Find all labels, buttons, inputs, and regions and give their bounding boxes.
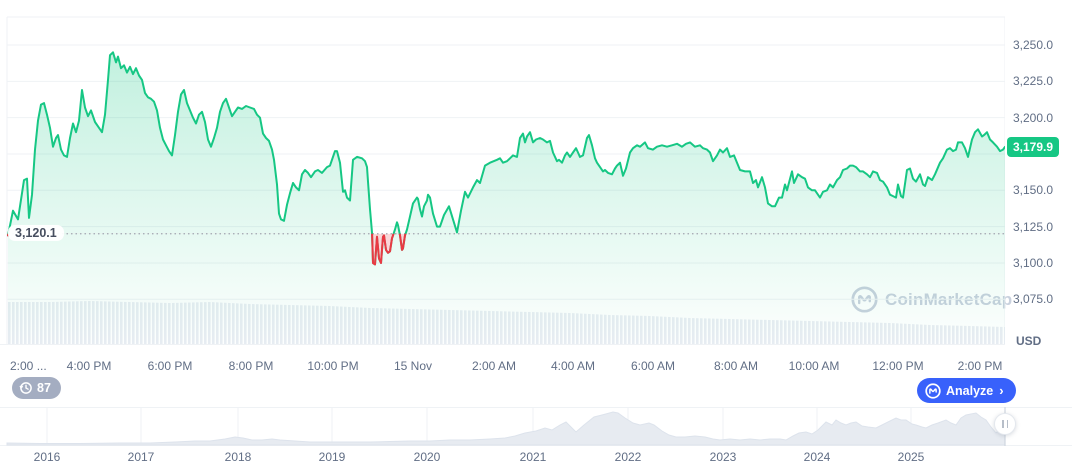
- reference-price-label: 3,120.1: [8, 224, 64, 241]
- x-axis-tick: 2:00 AM: [471, 359, 517, 373]
- x-axis-tick: 8:00 PM: [228, 359, 274, 373]
- y-axis-unit-label: USD: [1016, 334, 1042, 348]
- x-axis-tick: 4:00 AM: [550, 359, 596, 373]
- history-count-badge[interactable]: 87: [12, 377, 61, 399]
- y-axis-tick: 3,200.0: [1013, 110, 1054, 125]
- main-price-chart[interactable]: [0, 0, 1005, 345]
- navigator-year-label[interactable]: 2016: [33, 450, 61, 464]
- x-axis-tick: 2:00 PM: [957, 359, 1003, 373]
- x-axis-tick: 8:00 AM: [713, 359, 759, 373]
- chevron-right-icon: ›: [999, 383, 1004, 398]
- navigator-year-label[interactable]: 2025: [897, 450, 925, 464]
- y-axis-tick: 3,225.0: [1013, 74, 1054, 89]
- x-axis-tick: 10:00 AM: [788, 359, 840, 373]
- y-axis-tick: 3,125.0: [1013, 219, 1054, 234]
- navigator-year-label[interactable]: 2017: [127, 450, 155, 464]
- x-axis-tick: 4:00 PM: [66, 359, 112, 373]
- navigator-year-label[interactable]: 2018: [224, 450, 252, 464]
- analyze-button[interactable]: Analyze ›: [917, 378, 1016, 403]
- x-axis-tick: 6:00 AM: [630, 359, 676, 373]
- x-axis-tick: 10:00 PM: [307, 359, 359, 373]
- coinmarketcap-logo-icon: [925, 382, 941, 399]
- navigator-year-label[interactable]: 2020: [413, 450, 441, 464]
- analyze-label: Analyze: [946, 383, 994, 398]
- x-axis-tick: 15 Nov: [393, 359, 433, 373]
- x-axis-tick: 12:00 PM: [872, 359, 924, 373]
- navigator-year-label[interactable]: 2021: [519, 450, 547, 464]
- y-axis-tick: 3,100.0: [1013, 255, 1054, 270]
- history-clock-icon: [19, 382, 32, 394]
- navigator-year-label[interactable]: 2019: [318, 450, 346, 464]
- history-count: 87: [37, 381, 51, 395]
- navigator-year-label[interactable]: 2022: [614, 450, 642, 464]
- y-axis-tick: 3,150.0: [1013, 183, 1054, 198]
- y-axis-tick: 3,250.0: [1013, 38, 1054, 52]
- x-axis-tick: 6:00 PM: [147, 359, 193, 373]
- navigator-drag-handle[interactable]: [994, 413, 1016, 435]
- y-axis-tick: 3,075.0: [1013, 292, 1054, 307]
- navigator-year-label[interactable]: 2024: [803, 450, 831, 464]
- x-axis-tick: 2:00 ...: [10, 359, 47, 373]
- current-price-badge: 3,179.9: [1007, 136, 1059, 157]
- range-navigator[interactable]: [0, 407, 1072, 446]
- navigator-year-label[interactable]: 2023: [709, 450, 737, 464]
